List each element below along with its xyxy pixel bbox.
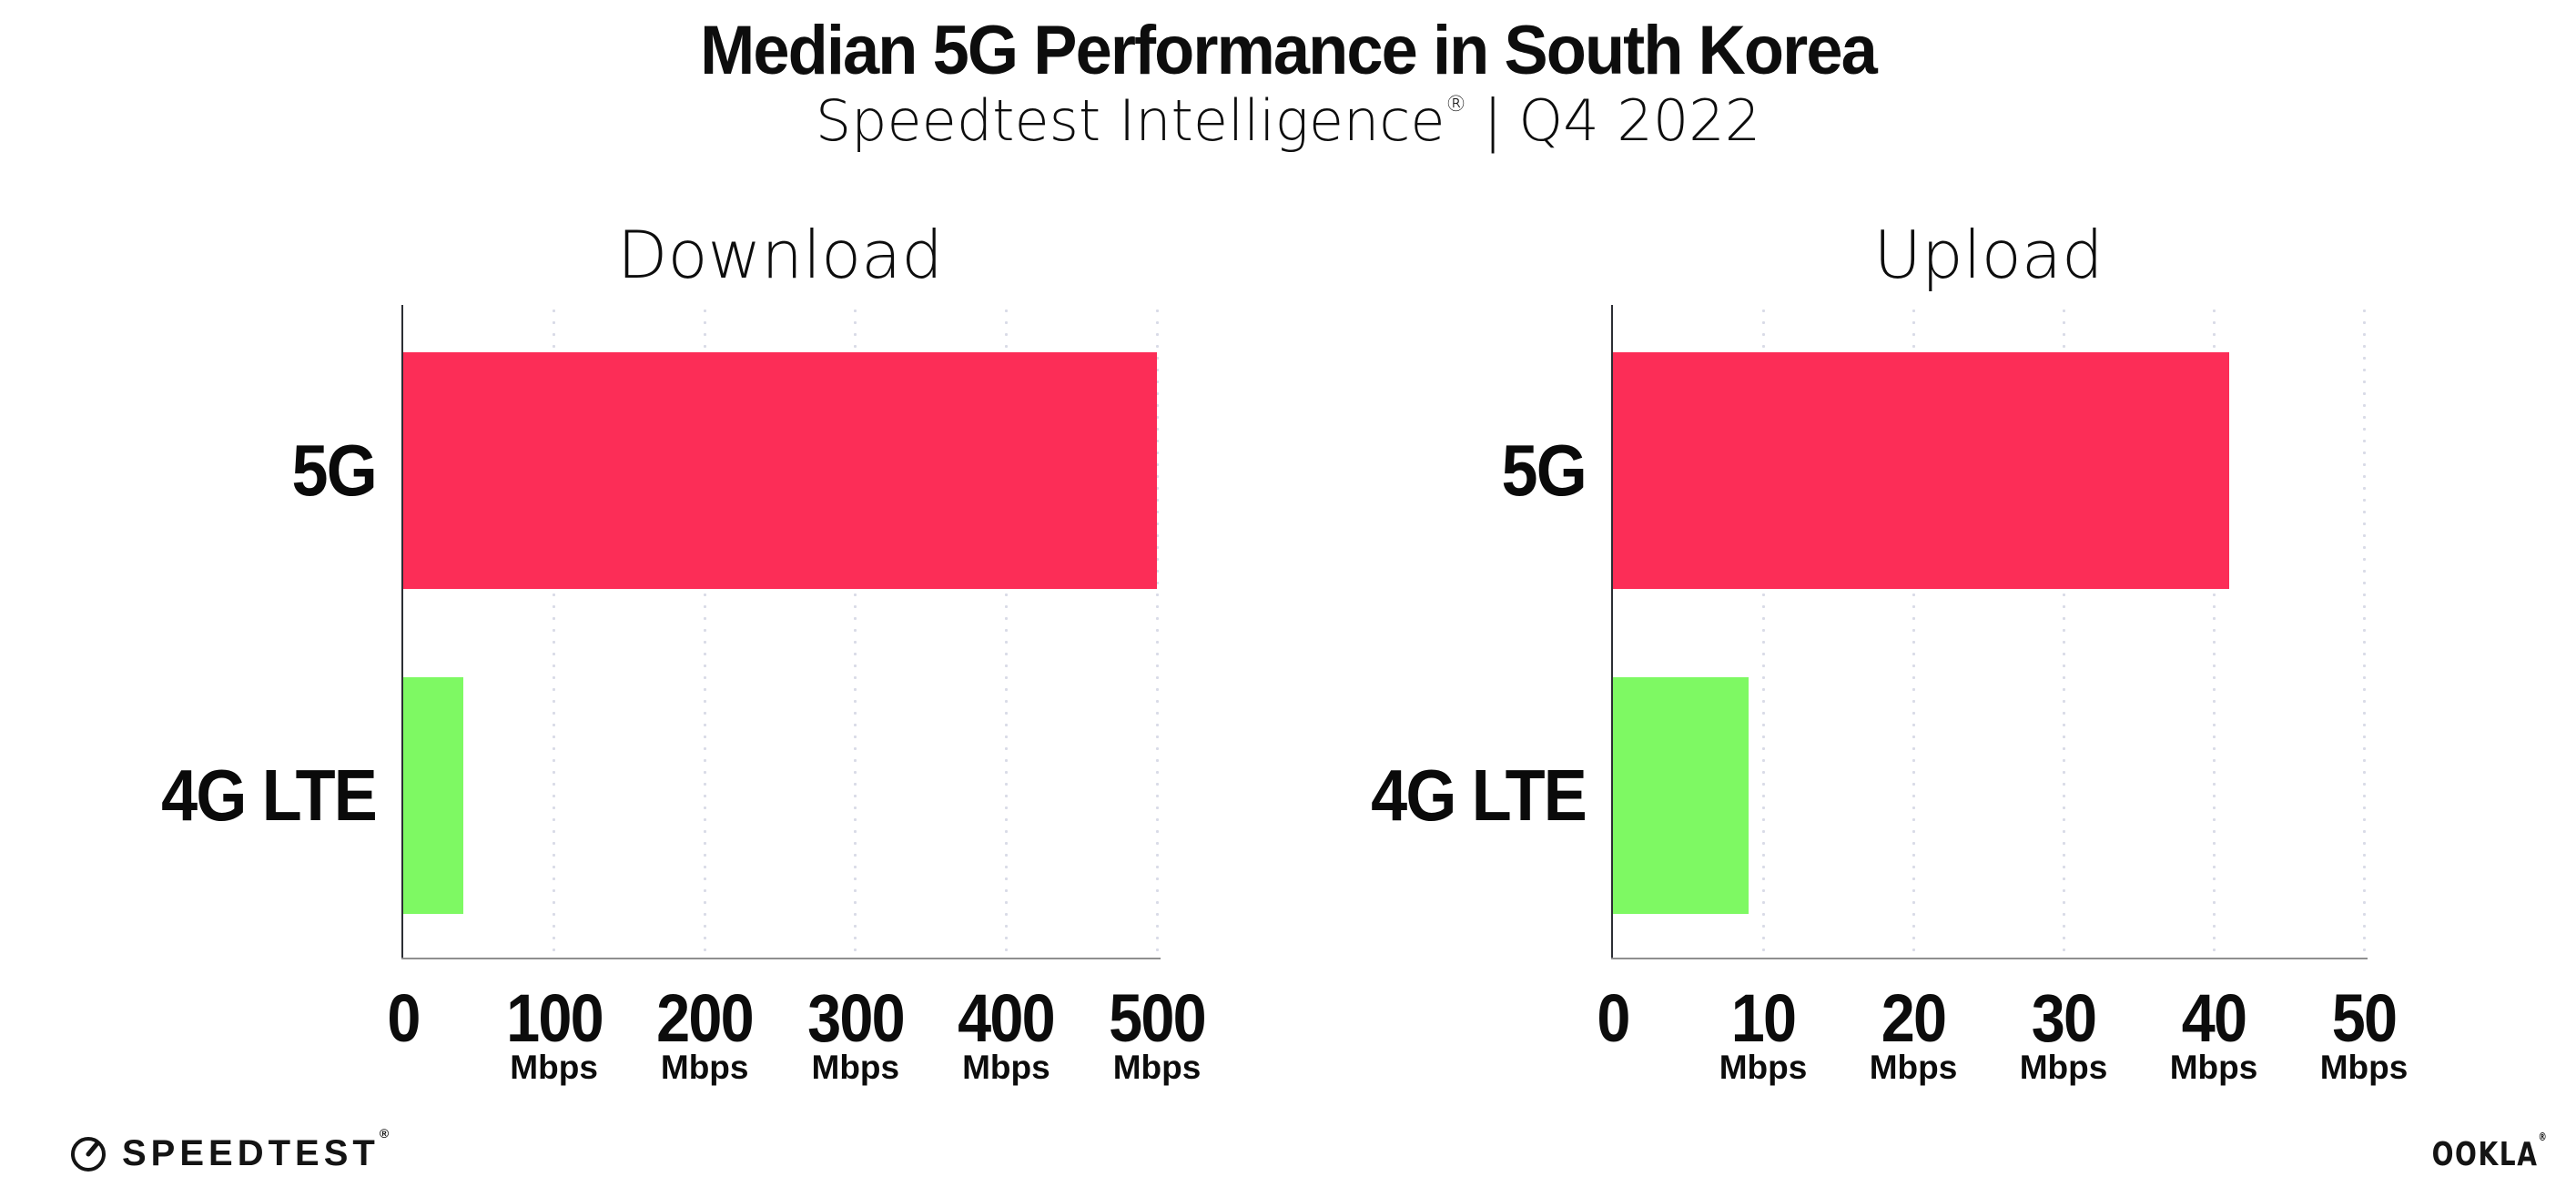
y-axis bbox=[401, 305, 403, 958]
gridline bbox=[1155, 305, 1159, 958]
bar-4g-lte-download bbox=[403, 677, 464, 914]
x-tick-label: 10 bbox=[1730, 980, 1797, 1056]
x-tick-unit: Mbps bbox=[811, 1049, 900, 1086]
x-tick-unit: Mbps bbox=[2169, 1049, 2258, 1086]
bar-4g-lte-upload bbox=[1613, 677, 1749, 914]
x-tick-unit: Mbps bbox=[1112, 1049, 1202, 1086]
x-tick-label: 500 bbox=[1109, 980, 1207, 1056]
x-tick-label: 400 bbox=[958, 980, 1057, 1056]
subtitle-period: Q4 2022 bbox=[1518, 87, 1761, 154]
page-subtitle: Speedtest Intelligence® | Q4 2022 bbox=[0, 87, 2576, 154]
x-axis bbox=[1611, 958, 2368, 959]
subtitle-divider: | bbox=[1483, 87, 1503, 154]
x-tick-unit: Mbps bbox=[660, 1049, 749, 1086]
gridline bbox=[1912, 305, 1915, 958]
x-tick-label: 0 bbox=[387, 980, 421, 1056]
gridline bbox=[2212, 305, 2216, 958]
gridline bbox=[2362, 305, 2366, 958]
speedtest-logo: SPEEDTEST® bbox=[67, 1125, 390, 1174]
bar-5g-download bbox=[403, 352, 1157, 589]
x-tick-label: 100 bbox=[505, 980, 604, 1056]
gridline bbox=[1761, 305, 1765, 958]
x-tick-label: 0 bbox=[1597, 980, 1630, 1056]
registered-mark: ® bbox=[1445, 91, 1467, 117]
ookla-registered-mark: ® bbox=[2538, 1131, 2547, 1143]
x-tick-unit: Mbps bbox=[1869, 1049, 1958, 1086]
gridline bbox=[703, 305, 706, 958]
x-axis bbox=[401, 958, 1161, 959]
x-tick-label: 20 bbox=[1881, 980, 1947, 1056]
category-label-4g-lte: 4G LTE bbox=[161, 755, 378, 836]
subtitle-product: Speedtest Intelligence bbox=[815, 87, 1445, 154]
page-title: Median 5G Performance in South Korea bbox=[700, 12, 1878, 89]
x-tick-label: 300 bbox=[806, 980, 906, 1056]
x-tick-label: 40 bbox=[2181, 980, 2247, 1056]
y-axis bbox=[1611, 305, 1613, 958]
speedtest-wordmark: SPEEDTEST® bbox=[122, 1125, 390, 1173]
bar-5g-upload bbox=[1613, 352, 2229, 589]
gridline bbox=[553, 305, 556, 958]
category-label-5g: 5G bbox=[291, 430, 378, 511]
download-chart-title: Download bbox=[617, 217, 943, 293]
upload-chart-title: Upload bbox=[1873, 217, 2104, 293]
speedtest-registered-mark: ® bbox=[379, 1125, 390, 1141]
ookla-wordmark: OOKLA bbox=[2431, 1136, 2539, 1173]
x-tick-label: 200 bbox=[656, 980, 755, 1056]
x-tick-unit: Mbps bbox=[1719, 1049, 1808, 1086]
x-tick-unit: Mbps bbox=[2019, 1049, 2108, 1086]
gridline bbox=[2062, 305, 2065, 958]
x-tick-unit: Mbps bbox=[2319, 1049, 2409, 1086]
x-tick-label: 50 bbox=[2331, 980, 2398, 1056]
gridline bbox=[1004, 305, 1008, 958]
x-tick-label: 30 bbox=[2031, 980, 2097, 1056]
category-label-5g: 5G bbox=[1501, 430, 1587, 511]
x-tick-unit: Mbps bbox=[510, 1049, 598, 1086]
category-label-4g-lte: 4G LTE bbox=[1371, 755, 1587, 836]
x-tick-unit: Mbps bbox=[962, 1049, 1050, 1086]
ookla-logo: OOKLA® bbox=[2431, 1131, 2547, 1173]
gauge-icon bbox=[67, 1132, 109, 1174]
gridline bbox=[854, 305, 857, 958]
